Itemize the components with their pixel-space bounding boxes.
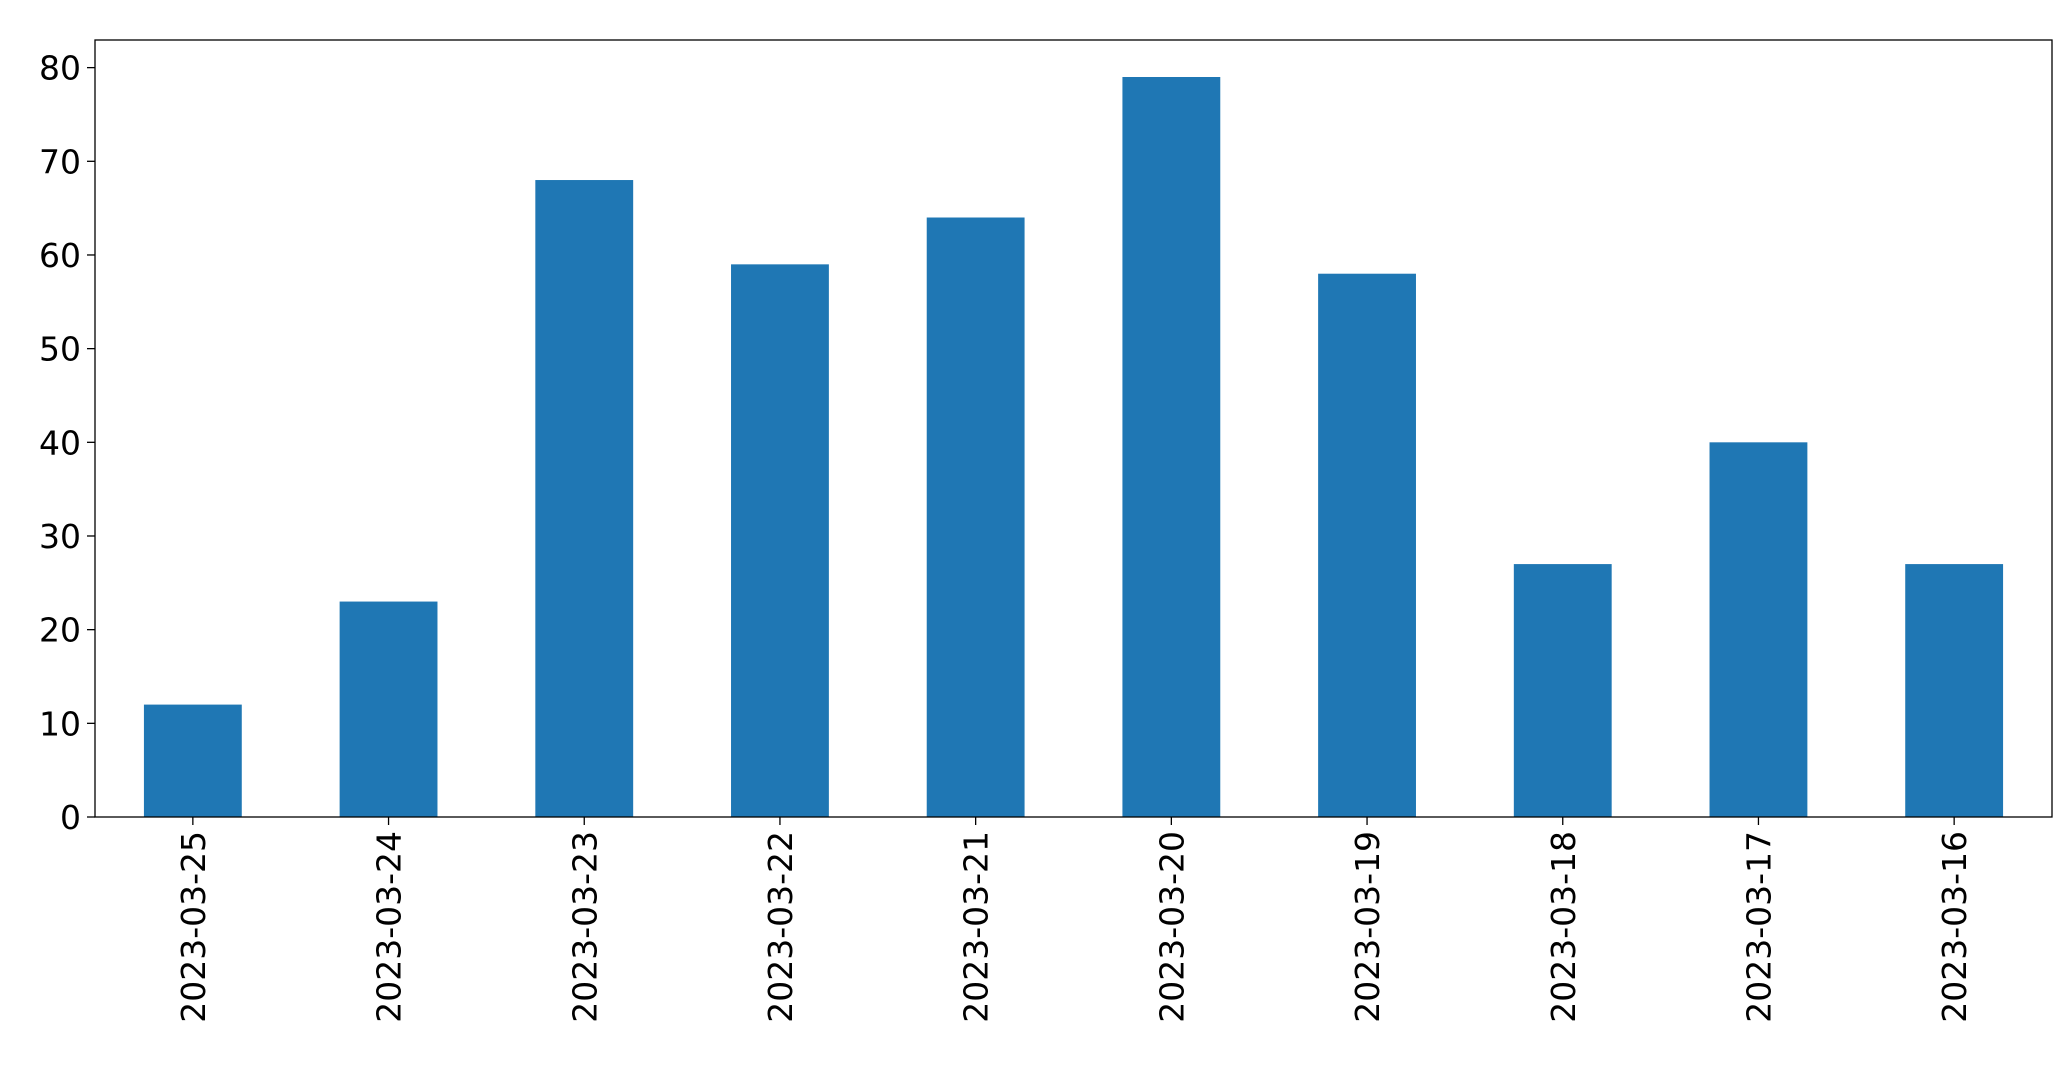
bar [731, 264, 829, 817]
x-tick-label: 2023-03-23 [565, 831, 604, 1023]
bar [1709, 442, 1808, 817]
y-tick-label: 80 [39, 49, 81, 88]
x-tick-label: 2023-03-25 [174, 831, 213, 1023]
x-tick-label: 2023-03-21 [957, 831, 996, 1023]
y-tick-label: 60 [39, 236, 81, 275]
bar [1513, 564, 1612, 817]
x-tick-label: 2023-03-22 [761, 831, 800, 1023]
y-tick-label: 10 [39, 704, 81, 743]
bar [535, 180, 634, 818]
bar [1122, 77, 1221, 817]
x-tick-label: 2023-03-20 [1152, 831, 1191, 1023]
bar [1905, 564, 2004, 817]
y-tick-label: 70 [39, 142, 81, 181]
y-tick-label: 20 [39, 611, 81, 650]
bar [1318, 273, 1416, 817]
bar [339, 601, 438, 817]
x-tick-label: 2023-03-24 [370, 831, 409, 1023]
y-tick-label: 0 [60, 798, 81, 837]
bar [926, 217, 1025, 817]
y-tick-label: 40 [39, 423, 81, 462]
bar [143, 704, 242, 817]
x-tick-label: 2023-03-16 [1935, 831, 1974, 1023]
x-tick-label: 2023-03-18 [1544, 831, 1583, 1023]
x-tick-label: 2023-03-17 [1739, 831, 1778, 1023]
plot-frame [94, 39, 2053, 818]
y-tick-label: 50 [39, 330, 81, 369]
x-tick-label: 2023-03-19 [1348, 831, 1387, 1023]
y-tick-label: 30 [39, 517, 81, 556]
